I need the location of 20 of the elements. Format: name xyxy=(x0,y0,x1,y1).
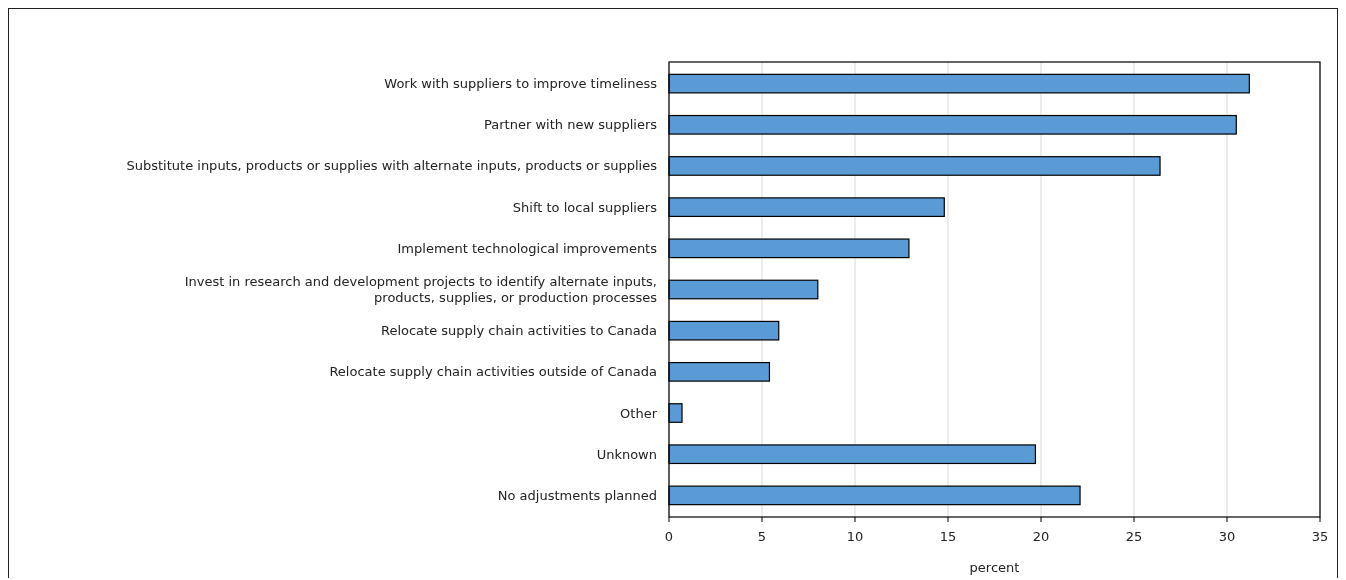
y-tick-label: Work with suppliers to improve timeliness xyxy=(384,76,658,92)
x-axis-title: percent xyxy=(969,560,1020,575)
x-tick-label: 25 xyxy=(1125,529,1143,544)
x-tick-label: 35 xyxy=(1311,529,1329,544)
y-tick-label: Relocate supply chain activities to Canada xyxy=(380,323,657,339)
x-tick-label: 20 xyxy=(1032,529,1050,544)
x-tick-label: 30 xyxy=(1218,529,1236,544)
x-tick-label: 5 xyxy=(757,529,767,544)
y-tick-label: Shift to local suppliers xyxy=(512,199,658,215)
y-tick-label: No adjustments planned xyxy=(497,487,657,503)
y-tick-label: Invest in research and development projects to identify alternate inputs, products, supplies, or production processes xyxy=(184,274,658,305)
x-tick-label: 0 xyxy=(664,529,674,544)
y-tick-label: Unknown xyxy=(596,446,657,462)
x-tick-label: 15 xyxy=(939,529,957,544)
x-tick-label: 10 xyxy=(846,529,864,544)
y-tick-label: Relocate supply chain activities outside of Canada xyxy=(329,364,657,380)
y-tick-label: Substitute inputs, products or supplies with alternate inputs, products or supplies xyxy=(126,158,658,174)
y-tick-label: Implement technological improvements xyxy=(397,240,658,256)
y-tick-label: Partner with new suppliers xyxy=(484,117,658,133)
y-tick-label: Other xyxy=(620,405,658,421)
